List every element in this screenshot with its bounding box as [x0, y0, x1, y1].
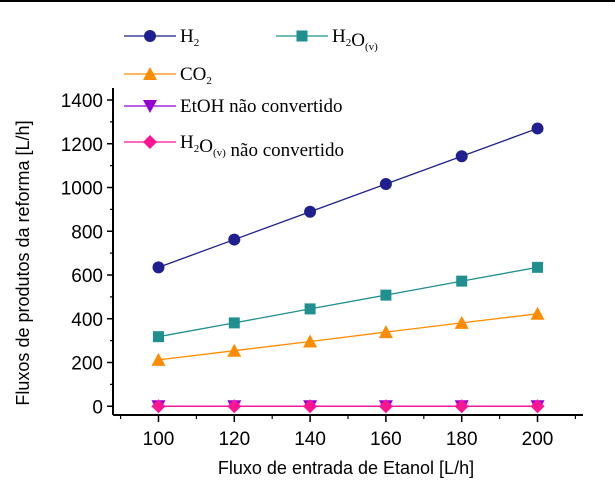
x-tick-label: 140	[294, 429, 326, 450]
x-tick-label: 180	[446, 429, 478, 450]
data-point-h2o	[532, 261, 544, 273]
data-point-h2o	[152, 331, 164, 343]
legend-swatch-marker	[143, 100, 157, 113]
series-h2	[152, 122, 544, 274]
legend-entry-h2o_nc: H2O(v) não convertido	[124, 132, 344, 161]
data-point-h2o	[228, 317, 240, 329]
data-point-h2o_nc	[530, 399, 545, 414]
series-layer	[151, 122, 545, 414]
data-point-co2	[530, 306, 545, 320]
legend-label-h2o: H2O(v)	[332, 26, 378, 53]
legend-swatch-marker	[296, 30, 308, 42]
data-point-h2o_nc	[227, 399, 242, 414]
legend-entry-h2: H2	[124, 26, 199, 49]
legend-label-h2o_nc: H2O(v) não convertido	[180, 132, 344, 161]
x-tick-label: 200	[522, 429, 554, 450]
y-tick-label: 1000	[61, 179, 103, 200]
series-co2	[151, 306, 545, 366]
x-tick-label: 120	[218, 429, 250, 450]
series-line-h2	[158, 127, 538, 268]
data-point-h2	[455, 150, 468, 163]
data-point-co2	[227, 343, 242, 357]
data-point-co2	[454, 315, 469, 329]
data-point-h2	[379, 178, 392, 190]
legend-label-co2: CO2	[180, 64, 212, 87]
data-point-h2o_nc	[378, 399, 393, 414]
series-h2o_nc	[151, 399, 545, 414]
data-point-h2o	[380, 289, 392, 301]
data-point-co2	[303, 334, 318, 348]
y-axis-title: Fluxos de produtos da reforma [L/h]	[13, 120, 33, 405]
series-line-co2	[158, 313, 538, 361]
data-point-co2	[151, 352, 166, 366]
y-tick-label: 1200	[61, 135, 103, 156]
x-axis-title: Fluxo de entrada de Etanol [L/h]	[218, 458, 474, 478]
data-point-h2o_nc	[151, 399, 166, 414]
x-tick-label: 160	[370, 429, 402, 450]
axes: 0 200 400 600 800 1000 1200 1400 100 120 140 160 180…	[61, 88, 583, 450]
legend-swatch-marker	[144, 30, 156, 42]
y-tick-label: 0	[92, 397, 103, 418]
y-tick-label: 200	[71, 354, 103, 375]
y-tick-label: 1400	[61, 91, 103, 112]
data-point-h2o	[456, 275, 468, 287]
legend-swatch-marker	[143, 135, 157, 149]
legend: H2 H2O(v) CO2 EtOH não convertido H2O(v) não…	[124, 26, 378, 161]
data-point-h2	[228, 233, 241, 246]
legend-swatch-marker	[143, 67, 157, 80]
y-tick-label: 800	[71, 222, 103, 243]
series-h2o	[152, 261, 544, 343]
legend-label-h2: H2	[180, 26, 199, 49]
legend-entry-etoh: EtOH não convertido	[124, 96, 343, 117]
legend-entry-h2o: H2O(v)	[276, 26, 378, 53]
data-point-h2o_nc	[454, 399, 469, 414]
x-tick-label: 100	[143, 429, 175, 450]
y-tick-label: 400	[71, 310, 103, 331]
data-point-h2	[531, 122, 544, 135]
data-point-co2	[378, 325, 393, 339]
y-tick-label: 600	[71, 266, 103, 287]
data-point-h2	[152, 261, 165, 274]
legend-entry-co2: CO2	[124, 64, 212, 87]
series-line-h2o	[158, 266, 538, 338]
data-point-h2o_nc	[303, 399, 318, 414]
data-point-h2o	[304, 303, 316, 315]
data-point-h2	[304, 205, 317, 218]
legend-label-etoh: EtOH não convertido	[180, 96, 343, 117]
